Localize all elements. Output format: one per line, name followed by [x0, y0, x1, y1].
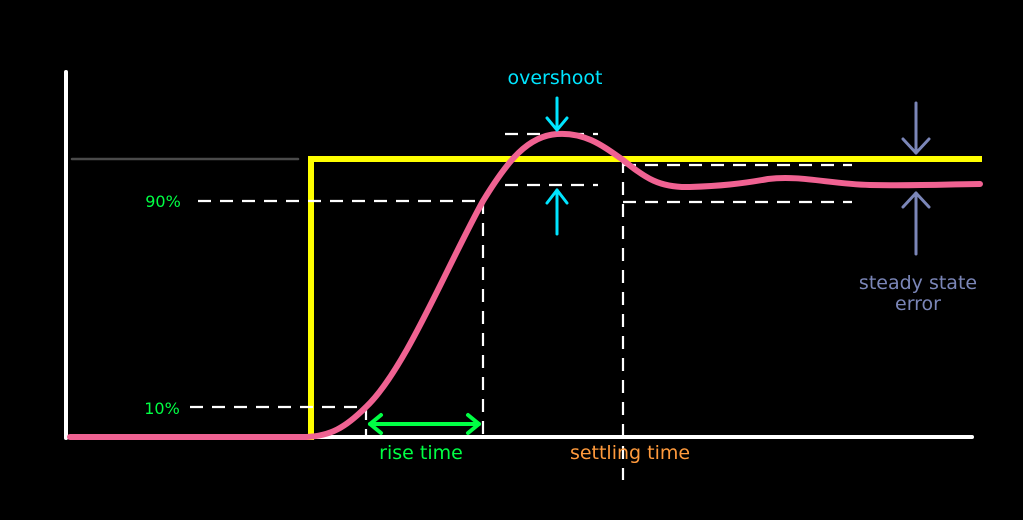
steady-state-down-arrow-icon: [901, 101, 931, 155]
overshoot-up-arrow-icon: [545, 188, 569, 236]
steady-state-error-arrows: [901, 101, 931, 256]
steady-state-up-arrow-icon: [901, 191, 931, 256]
overshoot-arrows: [545, 96, 569, 236]
ten-percent-label: 10%: [144, 399, 180, 418]
steady-state-error-label-line2: error: [895, 293, 941, 315]
steady-state-error-label-line1: steady state: [859, 272, 977, 294]
settling-time-label: settling time: [570, 442, 690, 464]
overshoot-down-arrow-icon: [545, 96, 569, 132]
overshoot-label: overshoot: [507, 67, 602, 89]
rise-time-double-arrow-icon: [368, 413, 481, 435]
ninety-percent-label: 90%: [145, 192, 181, 211]
response-curve: [67, 130, 983, 440]
rise-time-label: rise time: [379, 442, 463, 464]
